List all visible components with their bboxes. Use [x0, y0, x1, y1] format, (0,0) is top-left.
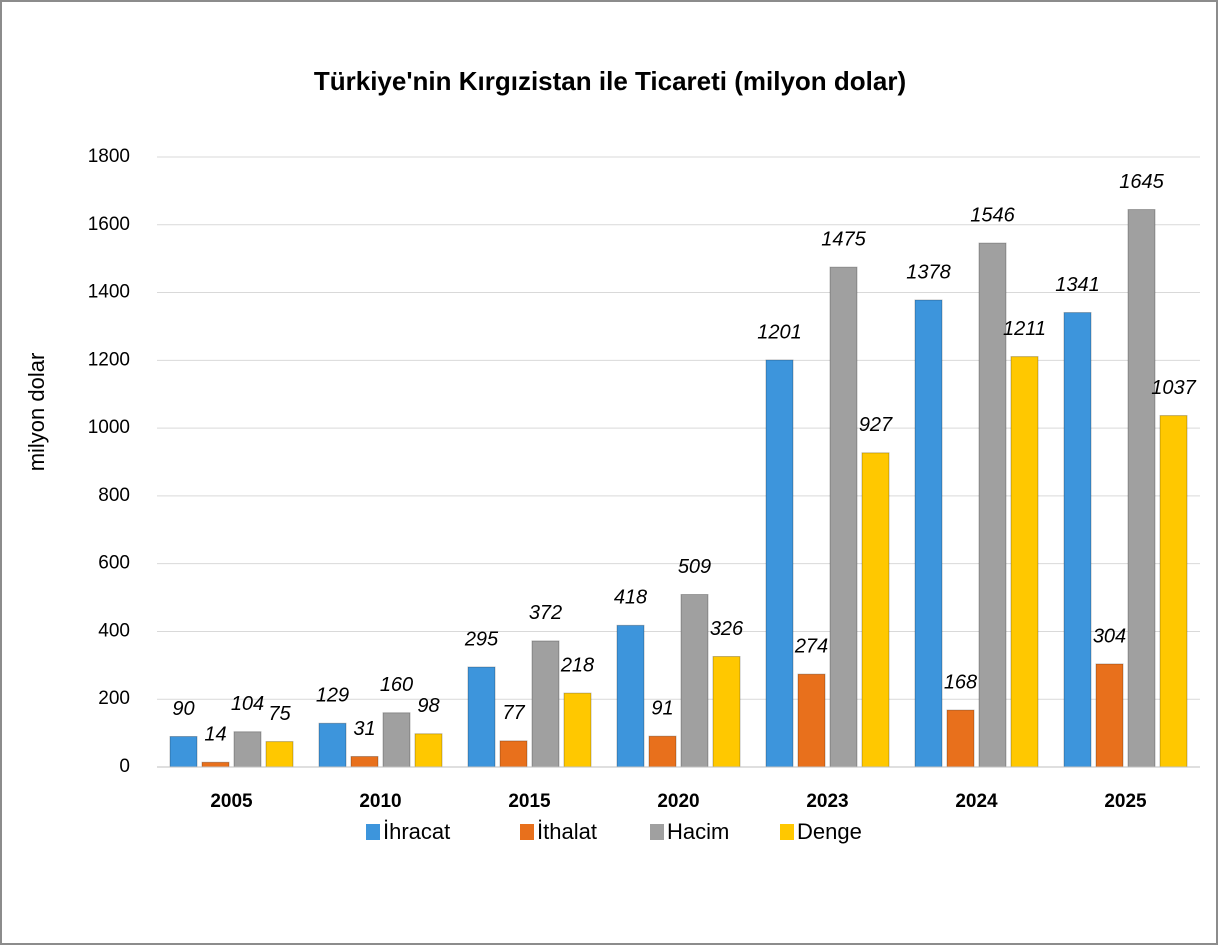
data-label: 326	[710, 618, 744, 640]
y-tick-label: 1200	[88, 349, 130, 370]
data-label: 274	[794, 635, 828, 657]
data-label: 509	[678, 556, 711, 578]
bar	[712, 656, 741, 768]
bar	[1063, 312, 1092, 768]
data-label: 168	[944, 671, 977, 693]
legend-label: İhracat	[383, 819, 450, 844]
data-label: 1211	[1003, 318, 1046, 340]
bar	[978, 242, 1007, 768]
bar	[201, 761, 230, 768]
data-label: 1546	[970, 204, 1015, 226]
y-tick-label: 800	[98, 485, 130, 506]
bar	[350, 755, 379, 768]
y-tick-label: 1600	[88, 214, 130, 235]
bar	[563, 692, 592, 768]
y-tick-label: 200	[98, 688, 130, 709]
bar	[1159, 415, 1188, 768]
bar	[914, 299, 943, 768]
bar	[680, 594, 709, 768]
bar	[499, 740, 528, 768]
bar	[797, 673, 826, 768]
bar	[414, 733, 443, 768]
data-label: 372	[529, 602, 562, 624]
bar	[648, 735, 677, 768]
data-label: 31	[353, 718, 375, 740]
bar	[765, 359, 794, 768]
data-label: 75	[268, 703, 291, 725]
data-label: 295	[464, 628, 499, 650]
data-label: 1645	[1119, 171, 1164, 193]
bar	[946, 709, 975, 768]
bar	[1095, 663, 1124, 768]
data-label: 218	[560, 654, 594, 676]
data-label: 1341	[1055, 274, 1100, 296]
y-tick-label: 0	[119, 756, 130, 777]
bar	[382, 712, 411, 768]
data-label: 160	[380, 674, 413, 696]
data-label: 418	[614, 587, 647, 609]
legend-label: Hacim	[667, 819, 729, 844]
y-tick-label: 1800	[88, 146, 130, 167]
data-label: 1037	[1151, 377, 1196, 399]
data-label: 304	[1093, 625, 1126, 647]
legend-marker	[780, 824, 794, 840]
y-tick-label: 1400	[88, 282, 130, 303]
bar	[1010, 356, 1039, 768]
bar	[531, 640, 560, 768]
bar	[616, 624, 645, 768]
bar	[318, 722, 347, 768]
bar	[829, 266, 858, 768]
data-label: 1201	[757, 321, 802, 343]
y-tick-label: 400	[98, 620, 130, 641]
x-tick-label: 2025	[1104, 791, 1147, 812]
data-label: 1475	[821, 228, 866, 250]
x-tick-label: 2023	[806, 791, 848, 812]
legend-marker	[520, 824, 534, 840]
data-label: 104	[231, 693, 264, 715]
data-label: 91	[651, 697, 673, 719]
legend-marker	[650, 824, 664, 840]
x-tick-label: 2015	[508, 791, 551, 812]
x-tick-label: 2020	[657, 791, 699, 812]
x-tick-label: 2024	[955, 791, 998, 812]
data-label: 90	[172, 698, 194, 720]
data-label: 927	[859, 414, 893, 436]
data-label: 14	[204, 724, 226, 746]
chart-title: Türkiye'nin Kırgızistan ile Ticareti (mi…	[314, 66, 906, 96]
y-tick-label: 1000	[88, 417, 130, 438]
bar	[265, 741, 294, 768]
bar	[169, 736, 198, 768]
data-label: 1378	[906, 261, 951, 283]
bar	[861, 452, 890, 768]
x-tick-label: 2010	[359, 791, 401, 812]
legend-label: Denge	[797, 819, 862, 844]
bar	[1127, 209, 1156, 768]
data-label: 77	[502, 702, 525, 724]
x-tick-label: 2005	[210, 791, 253, 812]
y-tick-label: 600	[98, 553, 130, 574]
y-axis-label: milyon dolar	[24, 353, 49, 472]
data-label: 129	[316, 685, 349, 707]
legend-marker	[366, 824, 380, 840]
legend-label: İthalat	[537, 819, 597, 844]
data-label: 98	[417, 695, 439, 717]
bar	[233, 731, 262, 768]
bar	[467, 666, 496, 768]
